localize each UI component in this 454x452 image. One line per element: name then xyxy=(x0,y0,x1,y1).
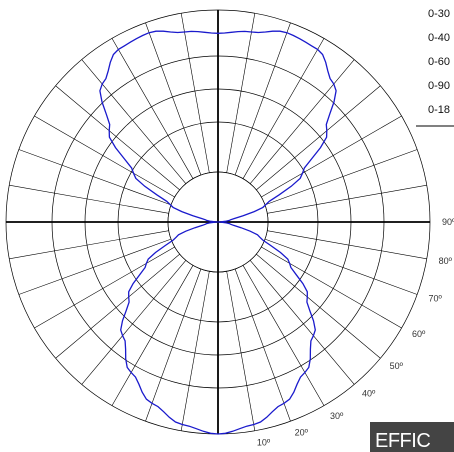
grid-ray xyxy=(111,38,194,179)
intensity-curve xyxy=(99,30,337,435)
grid-ray xyxy=(242,38,325,179)
angle-labels: 90º 80º 70º 60º 50º 40º 30º 20º 10º xyxy=(257,217,454,448)
grid-ray xyxy=(249,59,355,184)
angle-label: 80º xyxy=(439,256,453,266)
angle-label: 10º xyxy=(257,438,271,448)
grid-ray xyxy=(226,13,256,173)
intensity-curves xyxy=(99,30,337,435)
grid-ray xyxy=(249,260,355,385)
efficiency-badge-text: EFFIC xyxy=(375,430,430,452)
grid-ray xyxy=(234,22,291,176)
angle-label: 90º xyxy=(442,217,454,227)
grid-ray xyxy=(81,260,187,385)
angle-label: 50º xyxy=(390,361,404,371)
grid-ray xyxy=(111,265,194,406)
grid-ray xyxy=(34,246,175,329)
angle-label: 30º xyxy=(330,411,344,421)
legend: 0-30 0-40 0-60 0-90 0-18 xyxy=(416,8,454,127)
grid-ray xyxy=(234,268,291,422)
grid-ray xyxy=(18,149,172,206)
angle-label: 70º xyxy=(429,294,443,304)
grid-ray xyxy=(261,246,402,329)
grid-ray xyxy=(55,85,180,191)
grid-ray xyxy=(81,59,187,184)
legend-row: 0-90 xyxy=(428,80,450,92)
grid-ray xyxy=(261,115,402,198)
grid-ray xyxy=(264,149,418,206)
grid-ray xyxy=(145,268,202,422)
angle-label: 60º xyxy=(412,329,426,339)
legend-row: 0-40 xyxy=(428,32,450,44)
grid-ray xyxy=(180,271,210,431)
grid-ray xyxy=(145,22,202,176)
legend-row: 0-30 xyxy=(428,8,450,20)
grid-ray xyxy=(267,230,427,260)
legend-row: 0-18 xyxy=(428,104,450,116)
grid-ray xyxy=(18,238,172,295)
angle-label: 20º xyxy=(295,428,309,438)
efficiency-badge: EFFIC xyxy=(370,422,454,452)
grid-ray xyxy=(267,184,427,214)
grid-ray xyxy=(55,253,180,359)
grid-ray xyxy=(242,265,325,406)
grid-ray xyxy=(34,115,175,198)
legend-row: 0-60 xyxy=(428,56,450,68)
grid-ray xyxy=(180,13,210,173)
grid-ray xyxy=(256,85,381,191)
angle-label: 40º xyxy=(362,389,376,399)
grid-ray xyxy=(226,271,256,431)
grid-ray xyxy=(256,253,381,359)
grid-ray xyxy=(9,184,169,214)
grid-ray xyxy=(9,230,169,260)
grid-ray xyxy=(264,238,418,295)
